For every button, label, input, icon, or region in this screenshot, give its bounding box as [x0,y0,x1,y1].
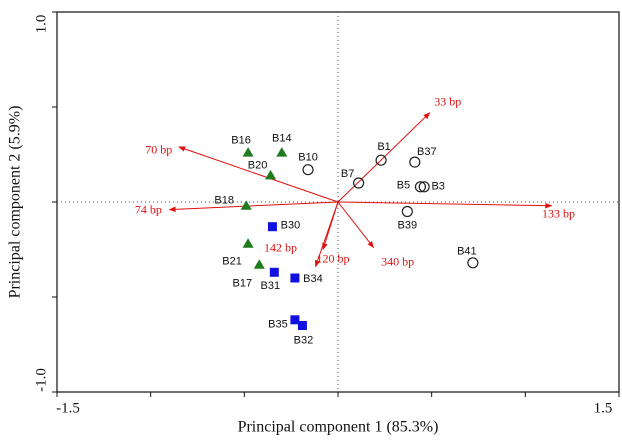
loading-label: 70 bp [145,143,172,157]
square-point [269,267,279,277]
y-tick-label: -1.0 [33,368,49,392]
circle-point [353,177,365,189]
square-point [290,315,300,325]
loading-label: 120 bp [317,251,350,265]
square-point [267,222,277,232]
point-label: B5 [397,180,410,192]
square-point [290,273,300,283]
loading-arrow [168,201,339,213]
x-tick-label: -1.5 [56,400,80,416]
triangle-point [240,200,252,210]
triangle-point [265,169,277,180]
y-tick-label: 1.0 [33,15,49,34]
x-axis-label: Principal component 1 (85.3%) [238,419,439,436]
point-label: B18 [214,195,234,207]
loading-label: 142 bp [264,240,297,254]
x-tick-label: 1.5 [594,400,613,416]
point-label: B20 [248,159,268,171]
point-label: B17 [233,278,253,290]
circle-point [467,257,479,269]
point-label: B31 [261,280,281,292]
point-label: B7 [341,168,354,180]
point-label: B32 [294,334,314,346]
loading-label: 133 bp [542,207,575,221]
y-axis-label: Principal component 2 (5.9%) [7,106,24,299]
circle-point [409,156,421,168]
point-label: B37 [417,146,437,158]
circle-point [418,181,430,193]
square-point [297,321,307,330]
loading-label: 340 bp [381,254,414,268]
loading-arrow [337,201,375,249]
point-label: B10 [298,152,318,164]
circle-point [375,154,387,166]
point-label: B21 [222,256,242,268]
point-label: B34 [303,273,323,285]
point-label: B39 [398,219,418,231]
triangle-point [242,147,254,157]
point-label: B3 [431,181,444,193]
triangle-point [253,259,265,269]
loading-arrow [178,146,339,203]
loading-label: 33 bp [434,94,461,108]
loading-arrow [337,201,553,209]
circle-point [401,205,413,218]
triangle-point [242,238,254,248]
point-label: B41 [457,246,477,258]
loading-arrow [322,201,339,251]
loading-arrow [337,112,431,203]
point-label: B30 [281,220,301,232]
point-label: B1 [377,141,390,153]
point-label: B16 [231,135,251,147]
point-label: B14 [272,133,292,145]
point-label: B35 [268,319,288,331]
circle-point [414,181,427,193]
circle-point [302,164,314,176]
triangle-point [276,147,288,157]
loading-label: 74 bp [135,202,162,216]
